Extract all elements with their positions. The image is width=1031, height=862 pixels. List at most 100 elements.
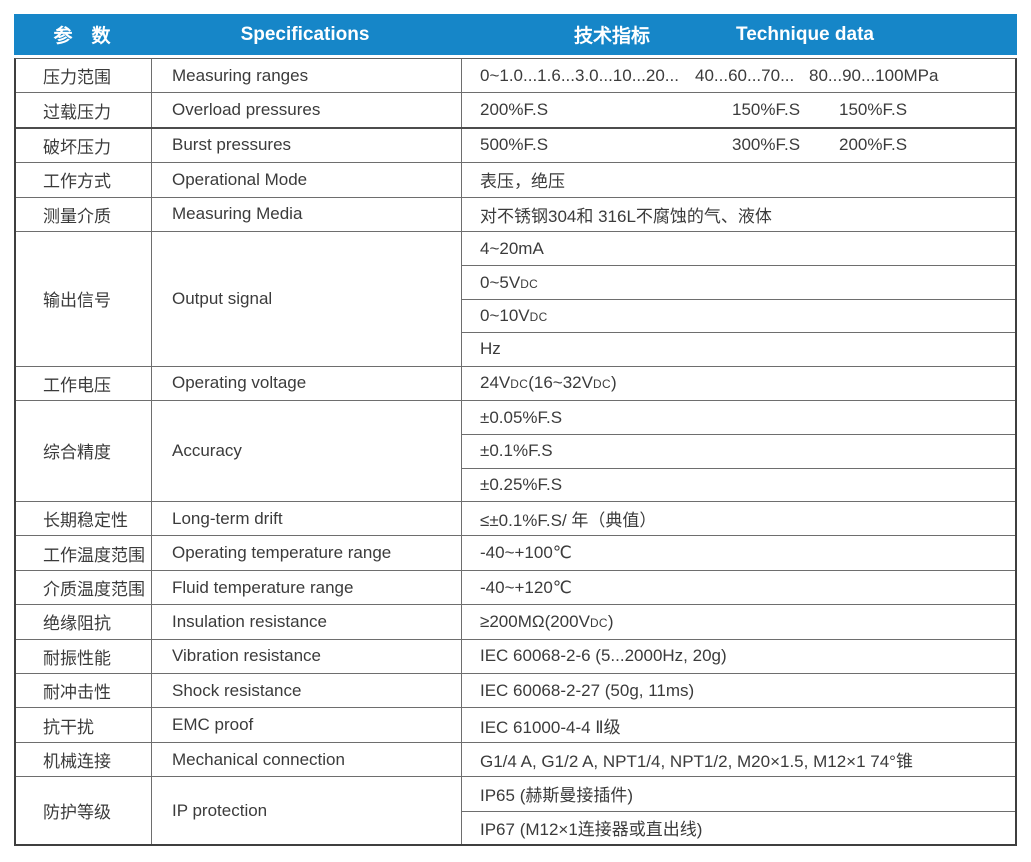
param-name-en: Burst pressures xyxy=(152,128,462,163)
param-name-zh: 工作方式 xyxy=(16,163,152,197)
header-tech-en: Technique data xyxy=(736,23,874,45)
table-header-row: 参 数 Specifications 技术指标 Technique data xyxy=(14,14,1017,55)
table-row: 破坏压力 Burst pressures 500%F.S 300%F.S 200%F.S xyxy=(16,126,1015,163)
param-name-zh: 压力范围 xyxy=(16,59,152,93)
value-cell: 0~1.0...1.6...3.0...10...20... 40...60...… xyxy=(462,59,1015,92)
param-name-en: Measuring ranges xyxy=(152,59,462,93)
value-cell: 表压，绝压 xyxy=(462,163,1015,196)
value-cell-group: 4~20mA 0~5VDC 0~10VDC Hz xyxy=(462,232,1015,366)
param-name-en: Fluid temperature range xyxy=(152,570,462,605)
value-text: Hz xyxy=(480,339,501,359)
value-cell: 0~5VDC xyxy=(462,265,1015,298)
table-row: 压力范围 Measuring ranges 0~1.0...1.6...3.0...… xyxy=(16,59,1015,93)
param-name-en: Shock resistance xyxy=(152,674,462,708)
value-text: 80...90...100MPa xyxy=(809,65,939,85)
value-cell: IP67 (M12×1连接器或直出线) xyxy=(462,810,1015,844)
param-name-en: Accuracy xyxy=(152,400,462,502)
spec-table-body: 压力范围 Measuring ranges 0~1.0...1.6...3.0...… xyxy=(14,58,1017,846)
table-row: 介质温度范围 Fluid temperature range -40~+120℃ xyxy=(16,569,1015,605)
value-cell: 500%F.S 300%F.S 200%F.S xyxy=(462,129,1015,162)
table-row: 综合精度 Accuracy ±0.05%F.S ±0.1%F.S ±0.25%F.S xyxy=(16,399,1015,502)
table-row: 防护等级 IP protection IP65 (赫斯曼接插件) IP67 (M12×… xyxy=(16,776,1015,844)
value-cell-group: -40~+100℃ xyxy=(462,536,1015,569)
value-text: ±0.05%F.S xyxy=(480,407,563,427)
table-row: 耐冲击性 Shock resistance IEC 60068-2-27 (50g,… xyxy=(16,673,1015,708)
value-text: 24VDC(16~32VDC) xyxy=(480,373,617,393)
value-text: 0~10VDC xyxy=(480,305,548,325)
param-name-zh: 介质温度范围 xyxy=(16,570,152,605)
value-text: 4~20mA xyxy=(480,238,544,258)
param-name-zh: 破坏压力 xyxy=(16,128,152,163)
param-name-en: Operating temperature range xyxy=(152,536,462,570)
header-tech-zh: 技术指标 xyxy=(574,26,651,47)
table-row: 绝缘阻抗 Insulation resistance ≥200MΩ(200VDC) xyxy=(16,604,1015,639)
value-text: 200%F.S xyxy=(839,135,908,155)
specifications-table: 参 数 Specifications 技术指标 Technique data 压… xyxy=(14,14,1017,846)
value-cell: 0~10VDC xyxy=(462,298,1015,332)
table-row: 输出信号 Output signal 4~20mA 0~5VDC 0~10VDC Hz xyxy=(16,230,1015,366)
value-text: ±0.1%F.S xyxy=(480,441,553,461)
value-cell-group: IEC 60068-2-27 (50g, 11ms) xyxy=(462,674,1015,707)
value-text: 0~1.0...1.6...3.0...10...20... xyxy=(480,65,679,85)
value-text: G1/4 A, G1/2 A, NPT1/4, NPT1/2, M20×1.5,… xyxy=(480,752,913,771)
header-specifications: Specifications xyxy=(240,23,370,45)
param-name-zh: 机械连接 xyxy=(16,742,152,777)
value-text: 150%F.S xyxy=(732,100,801,120)
table-row: 测量介质 Measuring Media 对不锈钢304和 316L不腐蚀的气、液体 xyxy=(16,196,1015,231)
value-cell-group: IEC 61000-4-4 Ⅱ级 xyxy=(462,708,1015,741)
param-name-en: Long-term drift xyxy=(152,502,462,536)
value-cell: -40~+120℃ xyxy=(462,571,1015,604)
value-cell: IEC 60068-2-6 (5...2000Hz, 20g) xyxy=(462,640,1015,673)
table-row: 长期稳定性 Long-term drift ≤±0.1%F.S/ 年（典值） xyxy=(16,501,1015,536)
param-name-en: Operational Mode xyxy=(152,163,462,197)
param-name-en: Vibration resistance xyxy=(152,639,462,674)
value-text: 0~5VDC xyxy=(480,272,539,292)
value-cell: 对不锈钢304和 316L不腐蚀的气、液体 xyxy=(462,198,1015,231)
param-name-zh: 耐冲击性 xyxy=(16,674,152,708)
table-row: 工作电压 Operating voltage 24VDC(16~32VDC) xyxy=(16,365,1015,400)
param-name-en: IP protection xyxy=(152,777,462,844)
value-cell: ≤±0.1%F.S/ 年（典值） xyxy=(462,502,1015,535)
value-text: 150%F.S xyxy=(839,100,908,120)
value-cell: G1/4 A, G1/2 A, NPT1/4, NPT1/2, M20×1.5,… xyxy=(462,743,1015,776)
value-text: 200%F.S xyxy=(480,100,549,120)
value-cell-group: IP65 (赫斯曼接插件) IP67 (M12×1连接器或直出线) xyxy=(462,777,1015,844)
value-cell: IP65 (赫斯曼接插件) xyxy=(462,777,1015,810)
value-text: IEC 60068-2-6 (5...2000Hz, 20g) xyxy=(480,646,727,666)
param-name-zh: 综合精度 xyxy=(16,400,152,502)
value-cell: Hz xyxy=(462,332,1015,365)
table-row: 工作温度范围 Operating temperature range -40~+10… xyxy=(16,535,1015,570)
header-technique-data: 技术指标 Technique data xyxy=(460,21,1017,48)
value-text: 300%F.S xyxy=(732,135,801,155)
param-name-en: Operating voltage xyxy=(152,366,462,400)
value-text: -40~+120℃ xyxy=(480,577,572,597)
value-cell: -40~+100℃ xyxy=(462,536,1015,569)
value-cell-group: ±0.05%F.S ±0.1%F.S ±0.25%F.S xyxy=(462,401,1015,501)
value-cell: 4~20mA xyxy=(462,232,1015,265)
param-name-en: Mechanical connection xyxy=(152,742,462,777)
value-cell: 24VDC(16~32VDC) xyxy=(462,367,1015,400)
value-cell-group: -40~+120℃ xyxy=(462,571,1015,604)
value-text: 对不锈钢304和 316L不腐蚀的气、液体 xyxy=(480,206,772,226)
param-name-en: EMC proof xyxy=(152,708,462,742)
param-name-zh: 抗干扰 xyxy=(16,708,152,742)
value-text: IEC 60068-2-27 (50g, 11ms) xyxy=(480,680,695,700)
param-name-zh: 输出信号 xyxy=(16,231,152,366)
value-cell-group: ≤±0.1%F.S/ 年（典值） xyxy=(462,502,1015,535)
value-cell: ±0.25%F.S xyxy=(462,467,1015,501)
value-text: 500%F.S xyxy=(480,135,549,155)
param-name-zh: 过载压力 xyxy=(16,93,152,127)
value-cell: IEC 60068-2-27 (50g, 11ms) xyxy=(462,674,1015,707)
value-cell-group: 表压，绝压 xyxy=(462,163,1015,196)
value-text: IP67 (M12×1连接器或直出线) xyxy=(480,820,703,840)
value-text: 表压，绝压 xyxy=(480,172,565,192)
value-cell-group: 0~1.0...1.6...3.0...10...20... 40...60...… xyxy=(462,59,1015,92)
value-cell-group: 200%F.S 150%F.S 150%F.S xyxy=(462,93,1015,126)
table-row: 耐振性能 Vibration resistance IEC 60068-2-6 (5… xyxy=(16,638,1015,674)
value-cell-group: G1/4 A, G1/2 A, NPT1/4, NPT1/2, M20×1.5,… xyxy=(462,743,1015,776)
value-text: 40...60...70... xyxy=(695,65,795,85)
param-name-zh: 防护等级 xyxy=(16,777,152,844)
param-name-zh: 绝缘阻抗 xyxy=(16,605,152,639)
param-name-en: Output signal xyxy=(152,231,462,366)
value-cell-group: ≥200MΩ(200VDC) xyxy=(462,605,1015,638)
